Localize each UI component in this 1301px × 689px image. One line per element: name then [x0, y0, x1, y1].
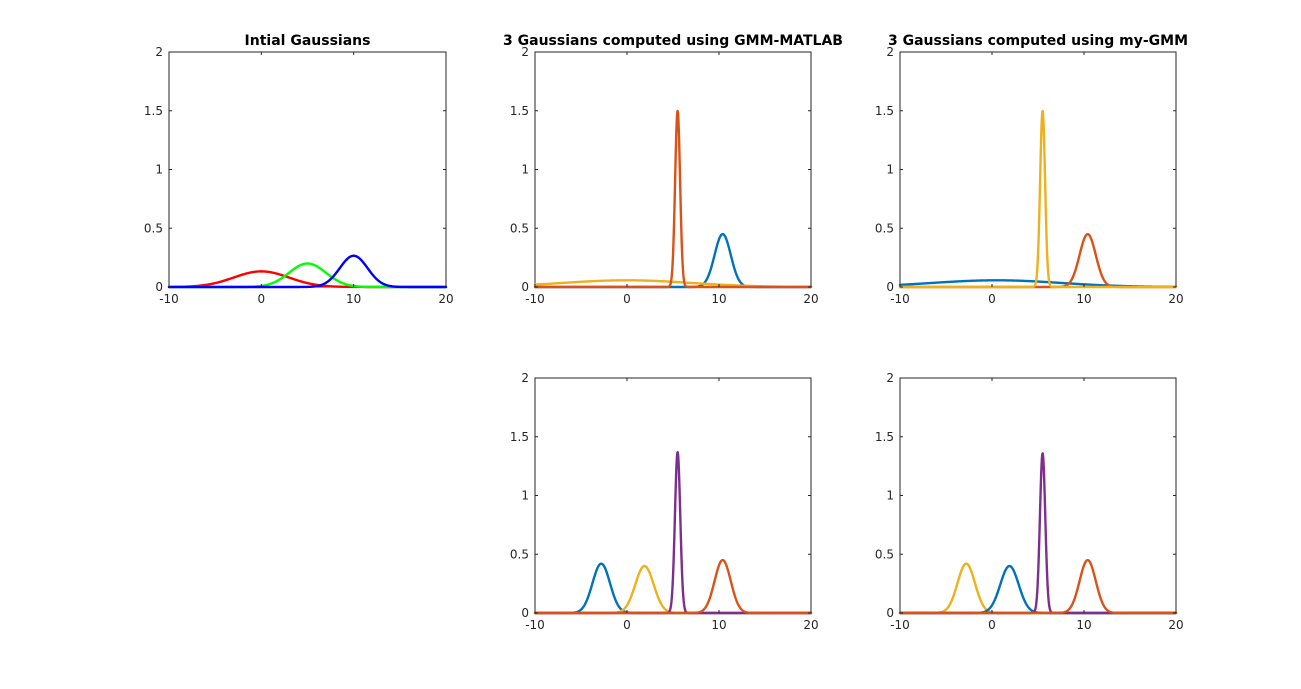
y-tick-label: 0.5	[144, 221, 163, 235]
x-tick-label: -10	[159, 292, 179, 306]
chart-title: 3 Gaussians computed using GMM-MATLAB	[503, 33, 843, 49]
y-tick-label: 1.5	[144, 104, 163, 118]
x-tick-label: 10	[711, 292, 726, 306]
y-tick-label: 1	[886, 163, 894, 177]
x-tick-label: -10	[890, 292, 910, 306]
x-tick-label: -10	[525, 618, 545, 632]
x-tick-label: 20	[1168, 292, 1183, 306]
y-tick-label: 1	[521, 489, 529, 503]
x-tick-label: 10	[711, 618, 726, 632]
x-tick-label: 0	[988, 292, 996, 306]
y-tick-label: 0	[155, 280, 163, 294]
y-tick-label: 0.5	[875, 547, 894, 561]
y-tick-label: 0	[886, 606, 894, 620]
x-tick-label: 0	[623, 618, 631, 632]
y-tick-label: 2	[521, 45, 529, 59]
x-tick-label: 20	[803, 618, 818, 632]
y-tick-label: 2	[155, 45, 163, 59]
y-tick-label: 0.5	[510, 547, 529, 561]
y-tick-label: 1.5	[875, 104, 894, 118]
gaussian-curve-3	[898, 109, 1178, 289]
y-tick-label: 0	[886, 280, 894, 294]
x-tick-label: 0	[988, 618, 996, 632]
chart-title: Intial Gaussians	[245, 33, 371, 49]
x-tick-label: 0	[623, 292, 631, 306]
gaussian-curve-4	[898, 558, 1178, 615]
x-tick-label: 20	[438, 292, 453, 306]
y-tick-label: 2	[521, 371, 529, 385]
axes-box	[168, 51, 447, 288]
y-tick-label: 0.5	[875, 221, 894, 235]
y-tick-label: 2	[886, 45, 894, 59]
y-tick-label: 1.5	[510, 104, 529, 118]
y-tick-label: 2	[886, 371, 894, 385]
y-tick-label: 1	[521, 163, 529, 177]
y-tick-label: 0	[521, 280, 529, 294]
chart-title: 3 Gaussians computed using my-GMM	[888, 33, 1188, 49]
y-tick-label: 1.5	[875, 430, 894, 444]
gaussian-curve-3	[533, 109, 813, 289]
x-tick-label: 0	[258, 292, 266, 306]
x-tick-label: 10	[346, 292, 361, 306]
gaussian-curve-3	[167, 254, 448, 289]
x-tick-label: 20	[1168, 618, 1183, 632]
y-tick-label: 1.5	[510, 430, 529, 444]
y-tick-label: 0.5	[510, 221, 529, 235]
y-tick-label: 0	[521, 606, 529, 620]
x-tick-label: 10	[1076, 292, 1091, 306]
x-tick-label: -10	[890, 618, 910, 632]
x-tick-label: 20	[803, 292, 818, 306]
y-tick-label: 1	[155, 163, 163, 177]
x-tick-label: 10	[1076, 618, 1091, 632]
y-tick-label: 1	[886, 489, 894, 503]
gaussian-curve-4	[533, 558, 813, 615]
x-tick-label: -10	[525, 292, 545, 306]
